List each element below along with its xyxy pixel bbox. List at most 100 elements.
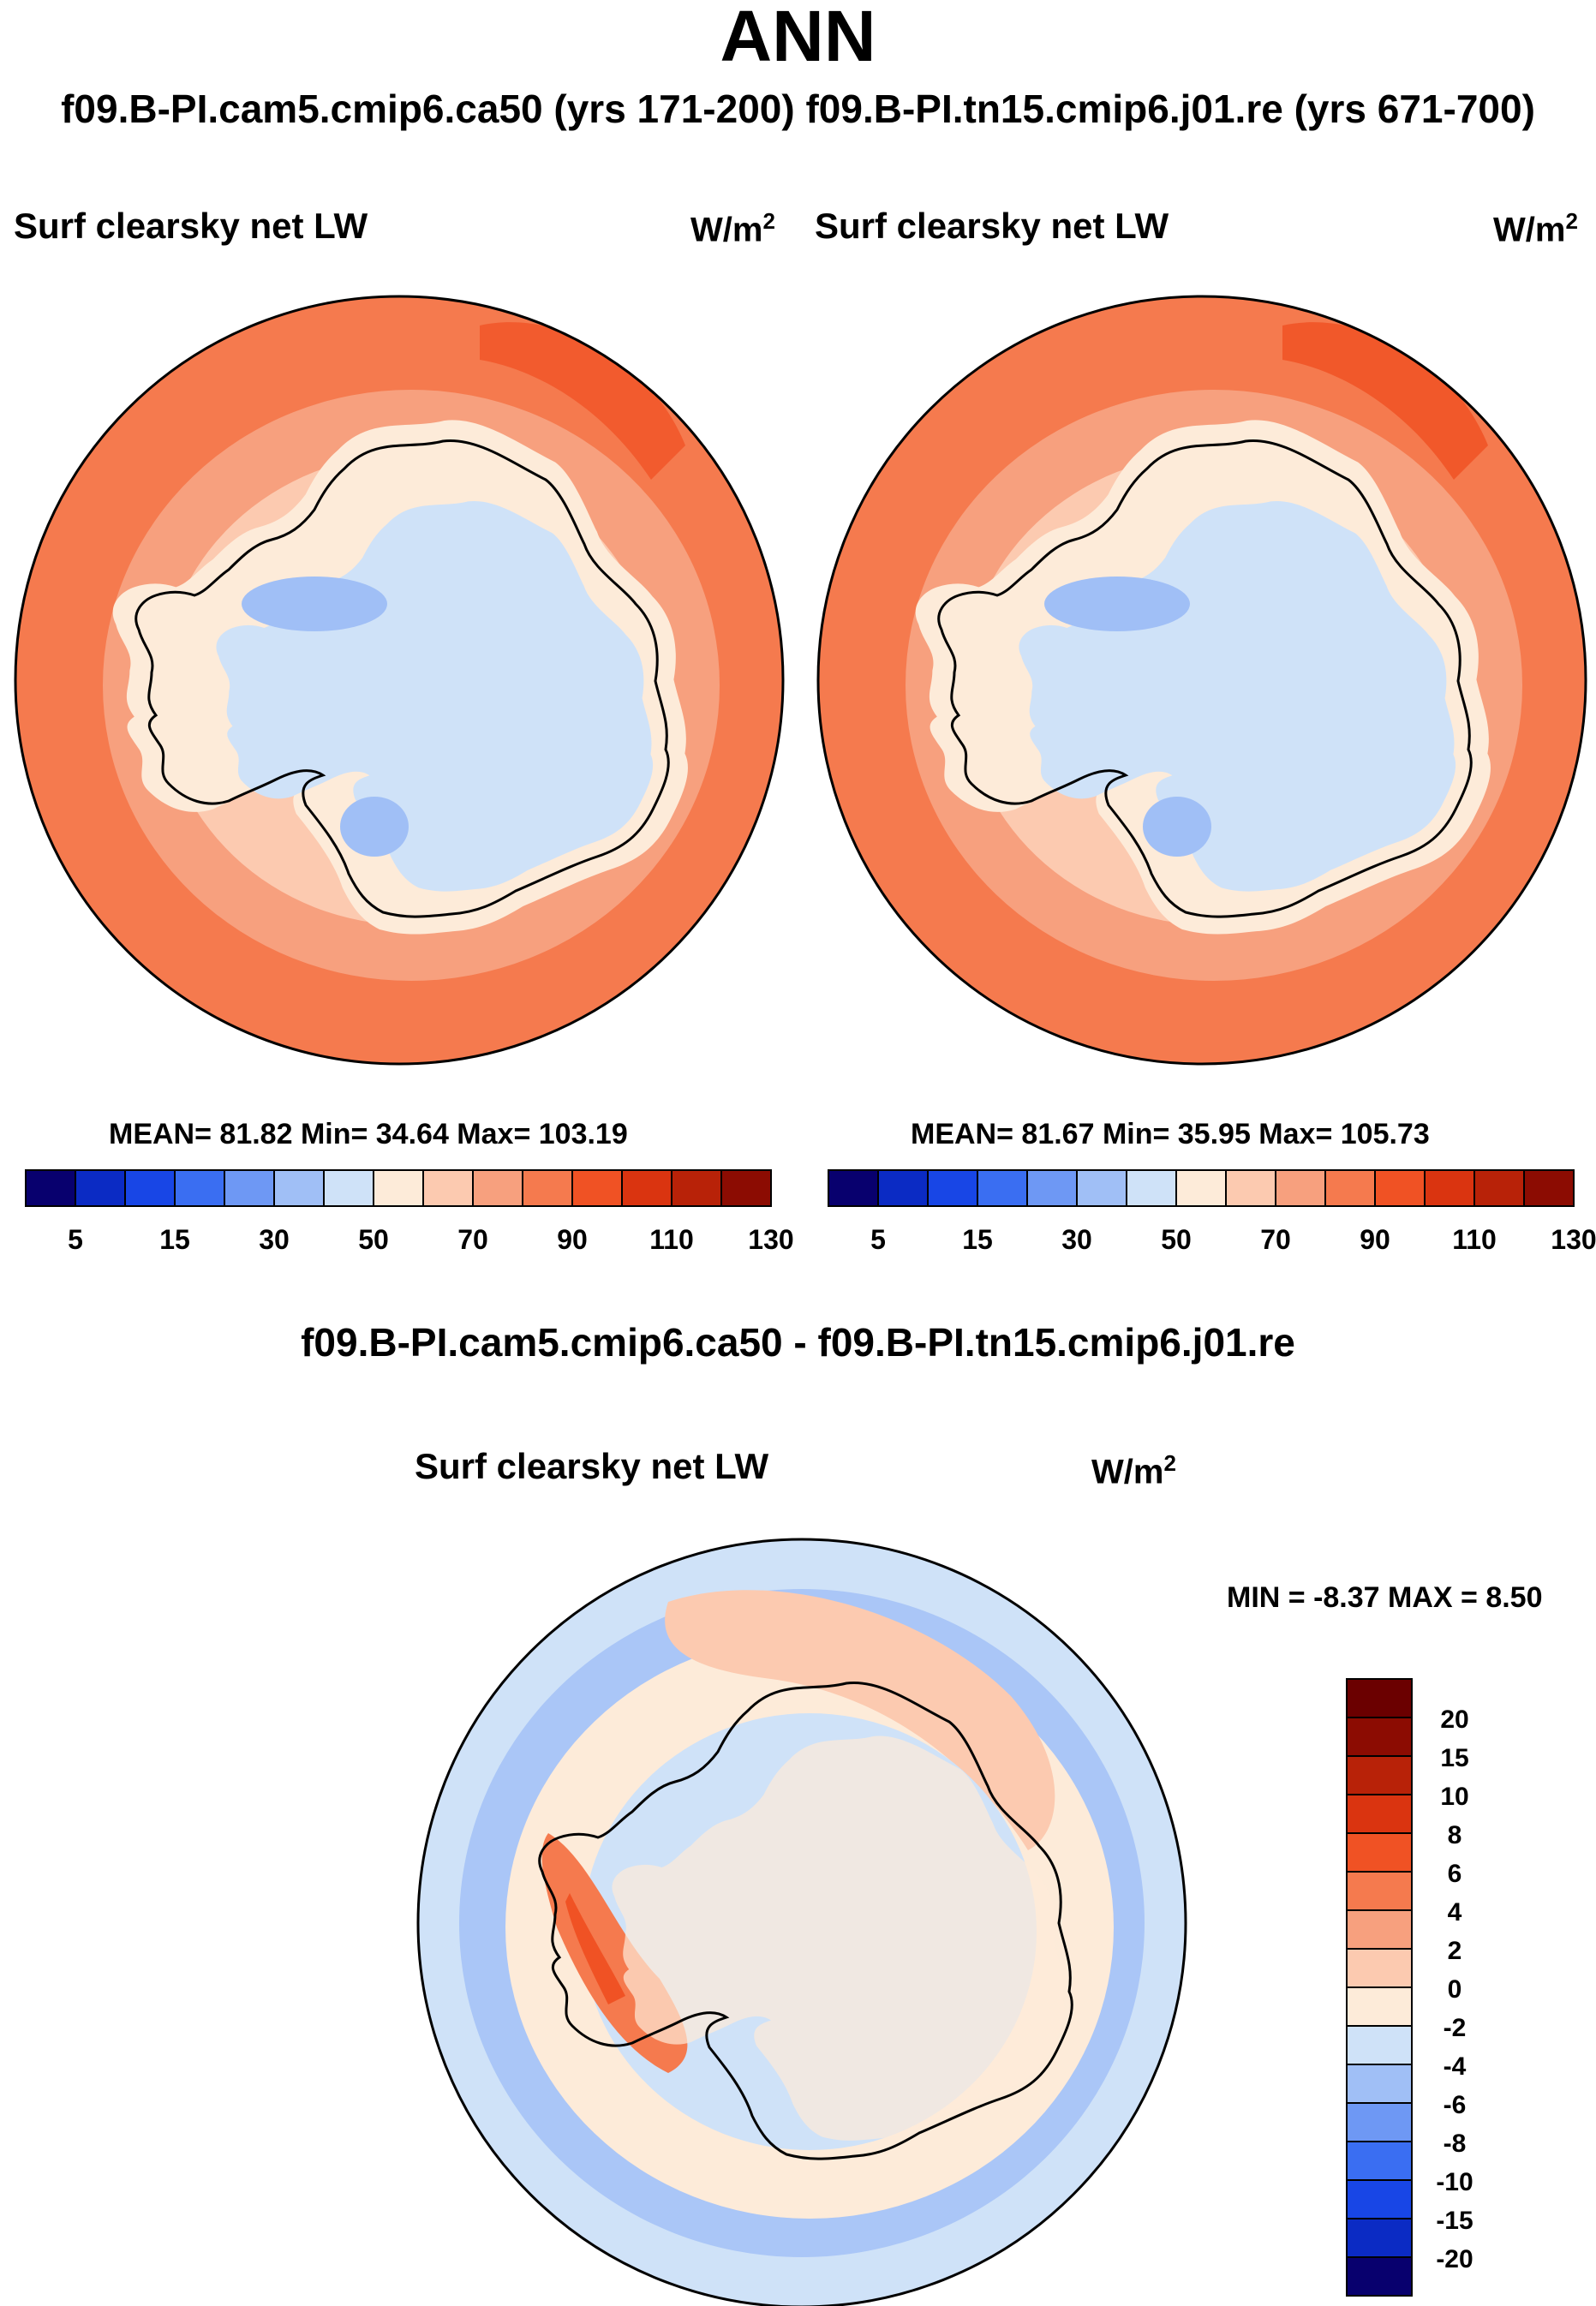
diff-colorbar-box [1346,1717,1413,1757]
panel2-colorbar-tick-label: 110 [1452,1224,1497,1255]
diff-colorbar-box [1346,1948,1413,1988]
panel2-colorbar-tick-label: 15 [962,1224,993,1255]
diff-colorbar-tick-label: -15 [1436,2207,1473,2235]
diff-colorbar-box [1346,2179,1413,2219]
diff-colorbar-box [1346,2064,1413,2104]
diff-units-sup: 2 [1163,1450,1176,1476]
diff-colorbar-tick-label: 8 [1448,1821,1462,1849]
panel1-colorbar-box [75,1169,126,1207]
panel1-colorbar-tick-label: 70 [457,1224,488,1255]
diff-colorbar-tick-label: -2 [1444,2014,1467,2042]
diff-colorbar-box [1346,2218,1413,2258]
panel1-map [14,295,785,1066]
run-header: f09.B-PI.cam5.cmip6.ca50 (yrs 171-200) f… [61,87,1535,131]
panel2-colorbar-tick-label: 30 [1061,1224,1092,1255]
panel2-units: W/m2 [1493,208,1578,249]
panel2-colorbar-box [1076,1169,1127,1207]
panel1-colorbar-box [522,1169,573,1207]
diff-colorbar-box [1346,2256,1413,2297]
panel1-plateau-low-2 [340,797,409,857]
panel2-plateau-low [1044,576,1190,631]
diff-stats: MIN = -8.37 MAX = 8.50 [1227,1581,1543,1614]
diff-colorbar-tick-label: 15 [1440,1744,1468,1772]
panel1-variable-title: Surf clearsky net LW [14,206,368,246]
panel2-map-border [816,295,1587,1066]
diff-map-border [416,1538,1187,2306]
panel1-colorbar-box [720,1169,772,1207]
panel2-colorbar-box [877,1169,929,1207]
diff-colorbar-box [1346,1986,1413,2027]
panel2-colorbar-box [1175,1169,1227,1207]
diff-header: f09.B-PI.cam5.cmip6.ca50 - f09.B-PI.tn15… [301,1320,1295,1365]
diff-colorbar-tick-label: -4 [1444,2052,1467,2081]
panel2-colorbar-tick-label: 5 [870,1224,886,1255]
diff-colorbar-box [1346,1832,1413,1873]
panel1-colorbar-box [422,1169,474,1207]
diff-colorbar-tick-label: 4 [1448,1898,1462,1927]
panel2-colorbar-box [1424,1169,1475,1207]
panel2-colorbar-box [1275,1169,1326,1207]
diff-colorbar-tick-label: 20 [1440,1706,1468,1734]
diff-colorbar-tick-label: 0 [1448,1975,1462,2004]
panel2-colorbar-box [828,1169,879,1207]
panel1-colorbar-box [25,1169,76,1207]
diff-colorbar-tick-label: 10 [1440,1783,1468,1811]
panel2-colorbar-box [1225,1169,1276,1207]
diff-colorbar-box [1346,1678,1413,1718]
panel2-hotspot [1282,322,1488,480]
panel2-colorbar-tick-label: 70 [1260,1224,1291,1255]
diff-colorbar-tick-label: 2 [1448,1937,1462,1965]
panel1-units-sup: 2 [762,208,775,234]
panel1-colorbar-tick-label: 50 [358,1224,389,1255]
panel1-colorbar-box [671,1169,722,1207]
diff-colorbar-box [1346,1871,1413,1911]
panel2-units-base: W/m [1493,211,1566,249]
panel1-colorbar-tick-label: 15 [159,1224,190,1255]
diff-map [416,1538,1187,2306]
panel2-colorbar-box [1126,1169,1177,1207]
panel1-colorbar-box [571,1169,623,1207]
panel1-colorbar: 5 15 30 50 70 90 110 130 [25,1169,794,1255]
panel2-plateau-low-2 [1143,797,1211,857]
panel1-units: W/m2 [690,208,775,249]
panel1-colorbar-tick-label: 90 [557,1224,588,1255]
diff-colorbar-box [1346,1755,1413,1795]
panel1-colorbar-box [621,1169,672,1207]
diff-colorbar-tick-label: -20 [1436,2245,1473,2273]
diff-colorbar-tick-label: -6 [1444,2091,1467,2119]
panel2-map [816,295,1587,1066]
panel2-colorbar-tick-label: 90 [1360,1224,1390,1255]
diff-colorbar-box [1346,2025,1413,2065]
season-title: ANN [720,0,876,76]
panel1-units-base: W/m [690,211,763,249]
panel1-colorbar-box [323,1169,374,1207]
panel1-stats: MEAN= 81.82 Min= 34.64 Max= 103.19 [109,1118,628,1150]
panel2-colorbar-box [1473,1169,1525,1207]
panel2-colorbar-box [977,1169,1028,1207]
diff-colorbar-tick-label: -10 [1436,2168,1473,2196]
diff-units-base: W/m [1091,1453,1164,1491]
panel2-colorbar-box [1523,1169,1575,1207]
panel1-colorbar-tick-label: 130 [748,1224,793,1255]
panel1-colorbar-tick-label: 5 [68,1224,83,1255]
panel1-map-border [14,295,785,1066]
panel2-colorbar-tick-label: 50 [1161,1224,1192,1255]
diff-colorbar-box [1346,1794,1413,1834]
panel2-stats: MEAN= 81.67 Min= 35.95 Max= 105.73 [911,1118,1430,1150]
panel2-colorbar-tick-label: 130 [1551,1224,1596,1255]
panel1-colorbar-tick-label: 110 [649,1224,694,1255]
panel1-colorbar-box [224,1169,275,1207]
panel2-colorbar-box [1374,1169,1426,1207]
diff-positive-ring-2 [665,1590,1055,1850]
panel2-colorbar-box [927,1169,978,1207]
panel2-units-sup: 2 [1565,208,1578,234]
panel1-plateau-low [242,576,387,631]
panel2-colorbar: 5 15 30 50 70 90 110 130 [828,1169,1596,1255]
panel1-colorbar-box [373,1169,424,1207]
panel2-colorbar-box [1324,1169,1376,1207]
panel1-colorbar-box [124,1169,176,1207]
diff-variable-title: Surf clearsky net LW [415,1446,769,1486]
panel1-colorbar-box [273,1169,325,1207]
